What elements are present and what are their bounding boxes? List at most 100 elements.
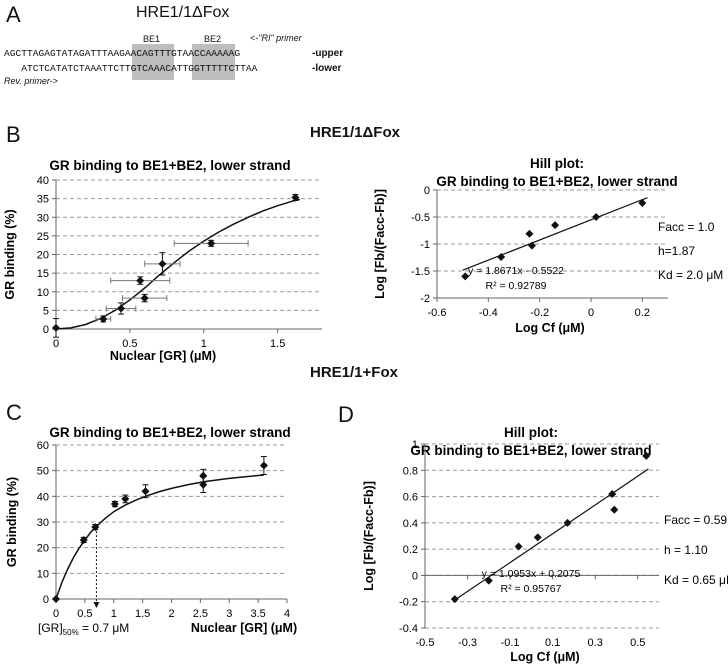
y-tick-label: 10 — [37, 287, 49, 299]
y-tick-label: -0.4 — [399, 623, 418, 635]
data-point — [527, 241, 536, 250]
be1-label: BE1 — [143, 34, 161, 44]
data-point — [141, 487, 150, 496]
fit-annotation: h = 1.10 — [664, 543, 708, 557]
data-point — [99, 314, 108, 323]
x-tick-label: 0.1 — [545, 637, 560, 649]
data-point — [497, 252, 506, 261]
x-tick-label: 3 — [226, 608, 232, 620]
fit-annotation: h=1.87 — [658, 244, 695, 258]
y-axis-label: GR binding (%) — [3, 209, 17, 299]
data-point — [110, 500, 119, 509]
x-tick-label: 3.5 — [250, 608, 265, 620]
fit-curve — [55, 474, 264, 600]
data-point — [638, 198, 647, 207]
panel-b-letter: B — [6, 122, 21, 147]
panel-a-title: HRE1/1ΔFox — [136, 4, 230, 21]
data-point — [642, 451, 651, 460]
y-tick-label: -0.2 — [399, 597, 418, 609]
trendline-equation: y = 1.0953x + 0.2075 — [482, 568, 581, 580]
panel-a-letter: A — [6, 2, 21, 27]
x-tick-label: 1.5 — [270, 338, 285, 350]
chart-title: GR binding to BE1+BE2, lower strand — [436, 174, 677, 189]
data-point — [136, 276, 145, 285]
y-tick-label: 20 — [37, 543, 49, 555]
chart-title: GR binding to BE1+BE2, lower strand — [49, 425, 290, 440]
chart-title: GR binding to BE1+BE2, lower strand — [49, 158, 290, 173]
data-point — [207, 239, 216, 248]
fit-annotation: Kd = 0.65 μM — [664, 573, 728, 587]
x-tick-label: 2 — [168, 608, 174, 620]
data-point — [450, 595, 459, 604]
y-tick-label: 0 — [412, 570, 418, 582]
x-tick-label: 4 — [284, 608, 290, 620]
y-tick-label: -1.5 — [411, 266, 430, 278]
x-axis-label: Log Cf (μM) — [510, 650, 579, 664]
x-tick-label: -0.5 — [416, 637, 435, 649]
data-point — [140, 294, 149, 303]
trendline — [462, 197, 648, 271]
data-point — [514, 542, 523, 551]
x-tick-label: -0.4 — [479, 307, 498, 319]
data-point — [610, 505, 619, 514]
y-tick-label: 30 — [37, 212, 49, 224]
y-tick-label: -0.5 — [411, 212, 430, 224]
fit-annotation: Facc = 0.59 — [664, 513, 727, 527]
y-tick-label: 35 — [37, 194, 49, 206]
y-axis-label: GR binding (%) — [5, 477, 19, 567]
y-tick-label: 0.4 — [403, 518, 418, 530]
lower-strand-label: -lower — [312, 63, 342, 74]
trendline-r2: R² = 0.92789 — [485, 280, 546, 292]
data-point — [52, 323, 60, 332]
rev-primer-label: Rev. primer-> — [4, 76, 58, 86]
fit-annotation: Facc = 1.0 — [658, 220, 715, 234]
data-point — [484, 576, 493, 585]
y-tick-label: 0.8 — [403, 465, 418, 477]
y-tick-label: 15 — [37, 268, 49, 280]
upper-strand-sequence: AGCTTAGAGTATAGATTTAAGAACAGTTTGTAACCAAAAA… — [4, 48, 241, 59]
data-point — [91, 523, 100, 532]
x-tick-label: 0 — [53, 608, 59, 620]
gr50-arrow — [93, 602, 100, 608]
trendline — [454, 468, 649, 601]
chart-d: Hill plot: GR binding to BE1+BE2, lower s… — [362, 425, 728, 664]
x-axis-label: Nuclear [GR] (μM) — [110, 349, 216, 363]
x-tick-label: -0.3 — [458, 637, 477, 649]
data-point — [259, 461, 268, 470]
x-tick-label: 0.5 — [77, 608, 92, 620]
section2-heading: HRE1/1+Fox — [310, 364, 398, 381]
data-point — [608, 489, 617, 498]
y-tick-label: 30 — [37, 517, 49, 529]
chart-c: GR binding to BE1+BE2, lower strand01020… — [5, 425, 297, 637]
fit-annotation: Kd = 2.0 μM — [658, 268, 723, 282]
x-tick-label: 1.5 — [135, 608, 150, 620]
y-tick-label: 1 — [412, 439, 418, 451]
data-point — [592, 213, 601, 221]
y-tick-label: 5 — [43, 305, 49, 317]
lower-strand-sequence: ATCTCATATCTAAATTCTTGTCAAACATTGGTTTTTCTTA… — [4, 63, 258, 74]
x-tick-label: 2.5 — [193, 608, 208, 620]
x-axis-label: Nuclear [GR] (μM) — [191, 621, 297, 635]
be2-highlight — [192, 44, 235, 80]
y-tick-label: 50 — [37, 466, 49, 478]
data-point — [199, 471, 208, 480]
ri-primer-label: <-"RI" primer — [250, 33, 302, 43]
y-tick-label: 0 — [43, 594, 49, 606]
upper-strand-label: -upper — [312, 48, 344, 59]
x-tick-label: 1 — [111, 608, 117, 620]
x-tick-label: 0 — [53, 338, 59, 350]
data-point — [461, 272, 470, 281]
x-tick-label: 0.3 — [588, 637, 603, 649]
x-tick-label: 1 — [201, 338, 207, 350]
x-tick-label: -0.1 — [501, 637, 520, 649]
x-tick-label: 0.2 — [635, 307, 650, 319]
data-point — [117, 304, 126, 313]
data-point — [525, 229, 534, 238]
x-axis-label: Log Cf (μM) — [515, 321, 584, 335]
panel-d-letter: D — [338, 402, 354, 427]
data-point — [563, 518, 572, 527]
y-tick-label: 0.2 — [403, 544, 418, 556]
y-tick-label: -1 — [420, 239, 430, 251]
trendline-r2: R² = 0.95767 — [500, 583, 561, 595]
y-axis-label: Log [Fb/(Facc-Fb)] — [373, 189, 387, 299]
